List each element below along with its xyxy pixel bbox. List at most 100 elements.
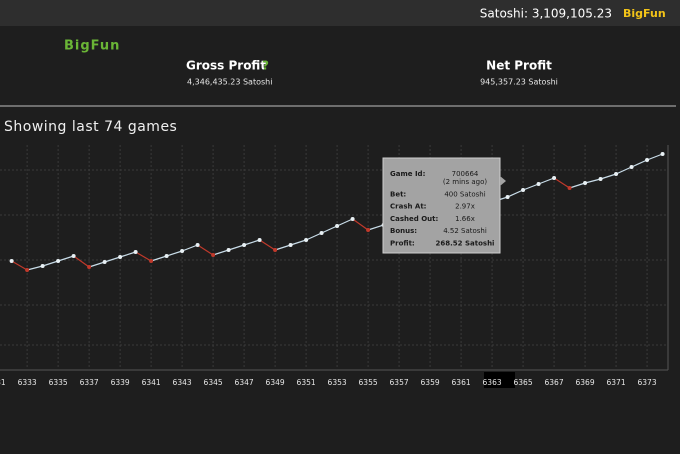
point [273,248,278,252]
tooltip [382,157,501,254]
gross-label: Gross Profit [186,59,266,73]
line-segment [88,261,105,268]
x-tick-label: 6365 [514,378,533,387]
redaction [484,372,515,388]
point [25,268,30,272]
tooltip-value: 700664 [452,170,479,178]
x-tick-label: 6337 [80,378,99,387]
point [614,172,619,176]
x-tick-label: 6361 [452,378,471,387]
point [629,165,634,169]
tooltip-label: Crash At: [390,203,427,211]
point [102,260,107,264]
x-tick-label: 6351 [297,378,316,387]
line-segment [197,244,214,256]
line-segment [11,260,28,271]
x-tick-label: 6355 [359,378,378,387]
line-segment [135,251,152,262]
point [56,259,61,263]
h-grid [0,169,668,346]
x-tick-label: 6363 [483,378,502,387]
x-tick-label: 6335 [49,378,68,387]
line-segment [352,218,369,231]
tooltip-label: Bonus: [390,227,417,235]
line-segment [646,153,663,161]
point [583,181,588,185]
point [521,188,526,192]
line-segment [119,251,136,258]
line-segment [290,239,307,246]
point [660,152,665,156]
tooltip-value: 1.66x [455,215,475,223]
x-tick-label: 6345 [204,378,223,387]
logo[interactable]: BigFun [64,39,120,54]
point [319,231,324,235]
line-segment [104,256,121,263]
x-tick-label: 6339 [111,378,130,387]
point [366,228,371,232]
net-label: Net Profit [486,59,552,73]
tooltip-label: Game Id: [390,170,426,178]
line-segment [243,239,260,246]
gross-value: 4,346,435.23 Satoshi [187,78,272,87]
line-segment [538,177,555,185]
line-segment [57,255,74,262]
line-segment [73,255,90,268]
tooltip-value: 268.52 Satoshi [436,240,495,248]
user-name[interactable]: BigFun [623,7,666,20]
x-tick-label: 6341 [142,378,161,387]
balance: Satoshi: 3,109,105.23 [480,7,612,21]
point [87,265,92,269]
point [40,264,45,268]
line-segment [336,218,353,227]
point [9,259,14,263]
line-segment [305,232,322,241]
point [552,176,557,180]
line-segment [42,260,59,267]
line-segment [321,225,338,234]
tooltip-note: (2 mins ago) [443,178,487,186]
line-segment [166,250,183,257]
point [180,249,185,253]
line-segment [259,239,276,251]
line-segment [507,189,524,198]
point [149,259,154,263]
tooltip-value: 4.52 Satoshi [443,227,487,235]
tooltip-label: Bet: [390,190,406,198]
point [164,254,169,258]
point [567,186,572,190]
line-segment [584,178,601,184]
point [257,238,262,242]
x-tick-label: 6357 [390,378,409,387]
top-bar [0,0,680,26]
point [242,243,247,247]
x-tick-label: 6369 [576,378,595,387]
x-tick-label: 6367 [545,378,564,387]
point [335,224,340,228]
line-segment [212,249,229,256]
x-tick-label: 6371 [607,378,626,387]
line-segment [631,159,648,168]
help-icon[interactable]: ? [262,59,269,73]
tooltip-label: Cashed Out: [390,215,438,223]
line-segment [367,224,384,231]
line-segment [569,182,586,189]
point [350,217,355,221]
x-tick-label: 6331 [0,378,6,387]
x-tick-label: 6333 [18,378,37,387]
line-segment [181,244,198,252]
point [645,158,650,162]
tooltip-label: Profit: [390,240,415,248]
x-tick-label: 6353 [328,378,347,387]
line-segment [553,177,570,189]
point [226,248,231,252]
tooltip-arrow [500,176,506,186]
point [505,195,510,199]
line-segment [150,255,167,262]
point [195,243,200,247]
subtitle: Showing last 74 games [4,119,177,135]
point [288,243,293,247]
x-tick-label: 6349 [266,378,285,387]
line-segment [615,166,632,175]
